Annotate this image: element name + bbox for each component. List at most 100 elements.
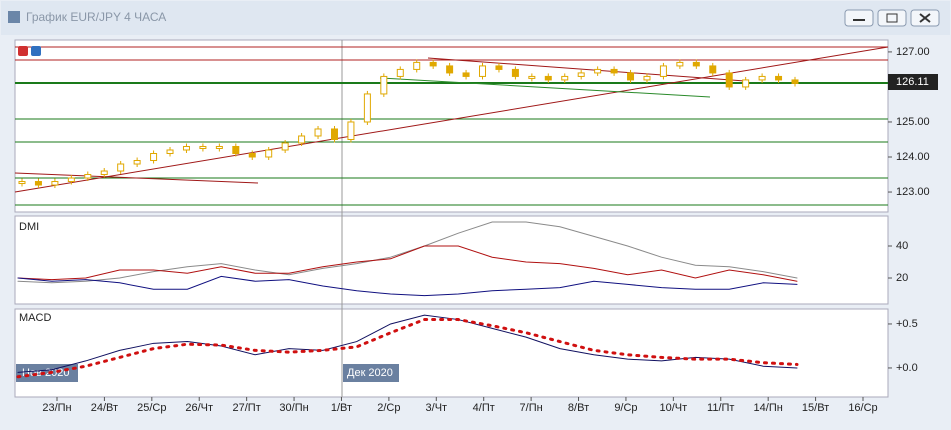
- candle: [627, 72, 635, 81]
- candle: [215, 145, 223, 149]
- x-tick-label: 1/Вт: [331, 402, 352, 414]
- candle: [298, 135, 306, 144]
- drawn-levels: [14, 46, 889, 206]
- candle: [775, 75, 783, 81]
- restore-button[interactable]: [877, 9, 907, 27]
- month-tag: [16, 364, 78, 382]
- candle: [544, 75, 552, 81]
- candle: [265, 149, 273, 158]
- candle: [742, 79, 750, 88]
- candle: [100, 170, 108, 176]
- candle: [330, 128, 338, 140]
- candle: [314, 128, 322, 137]
- x-tick-label: 14/Пн: [754, 402, 783, 414]
- candle: [479, 65, 487, 77]
- candle: [676, 61, 684, 67]
- candle: [528, 75, 536, 79]
- window-title: График EUR/JPY 4 ЧАСА: [26, 10, 166, 24]
- candle: [166, 149, 174, 154]
- candle: [51, 181, 59, 186]
- panel-button[interactable]: [18, 46, 28, 56]
- indicator-line: [17, 245, 798, 282]
- candle: [363, 93, 371, 123]
- indicator-line: [17, 314, 798, 373]
- candle: [18, 181, 26, 185]
- candle: [429, 61, 437, 67]
- candle: [117, 163, 125, 172]
- candle: [133, 160, 141, 165]
- candle: [659, 65, 667, 77]
- trend-line: [379, 77, 711, 98]
- y-tick-label: 127.00: [896, 46, 930, 58]
- x-tick-label: 10/Чт: [660, 402, 688, 414]
- candle: [150, 152, 158, 162]
- x-tick-label: 7/Пн: [520, 402, 543, 414]
- macd-panel: [14, 308, 889, 398]
- x-tick-label: 26/Чт: [185, 402, 213, 414]
- x-tick-label: 15/Вт: [802, 402, 829, 414]
- indicator-line: [17, 275, 798, 297]
- candle: [725, 72, 733, 88]
- x-tick-label: 24/Вт: [91, 402, 118, 414]
- candle: [758, 75, 766, 81]
- icon: [919, 13, 931, 23]
- x-tick-label: 4/Пт: [473, 402, 495, 414]
- candle: [610, 68, 618, 74]
- month-label: Дек 2020: [347, 367, 393, 379]
- candle: [709, 65, 717, 74]
- trend-line: [14, 172, 259, 184]
- x-tick-label: 2/Ср: [377, 402, 400, 414]
- window-icon: [8, 11, 20, 23]
- price-tag: [888, 74, 938, 90]
- dmi-panel: [14, 215, 889, 305]
- x-tick-label: 25/Ср: [137, 402, 166, 414]
- macd-label: MACD: [19, 312, 51, 324]
- current-price: 126.11: [896, 76, 929, 88]
- y-tick-label: 123.00: [896, 186, 930, 198]
- candle: [561, 75, 569, 81]
- month-label: Нов 2020: [22, 367, 69, 379]
- candle: [281, 142, 289, 151]
- indicator-line: [17, 221, 798, 284]
- candle: [511, 68, 519, 77]
- y-tick-label: 40: [896, 240, 908, 252]
- candle: [396, 68, 404, 77]
- title-bar: [1, 1, 950, 35]
- candle: [495, 65, 503, 70]
- candle: [84, 174, 92, 179]
- candle: [791, 79, 799, 84]
- month-tag: [343, 364, 399, 382]
- panel-button[interactable]: [31, 46, 41, 56]
- trend-line: [14, 46, 889, 193]
- candle: [692, 61, 700, 67]
- icon: [886, 13, 898, 23]
- trend-line: [427, 57, 746, 82]
- candle: [199, 145, 207, 149]
- x-tick-label: 30/Пн: [279, 402, 308, 414]
- candle: [347, 121, 355, 140]
- candle: [380, 75, 388, 95]
- x-tick-label: 11/Пт: [707, 402, 734, 414]
- x-tick-label: 3/Чт: [426, 402, 448, 414]
- candle: [462, 72, 470, 77]
- x-tick-label: 23/Пн: [42, 402, 71, 414]
- candle: [248, 152, 256, 158]
- candle: [643, 75, 651, 81]
- minimize-button[interactable]: [844, 9, 874, 27]
- candle: [232, 145, 240, 154]
- x-tick-label: 27/Пт: [233, 402, 261, 414]
- x-tick-label: 9/Ср: [614, 402, 637, 414]
- window-buttons[interactable]: [844, 9, 940, 27]
- candle: [413, 61, 421, 70]
- candle: [182, 145, 190, 151]
- y-tick-label: 124.00: [896, 151, 930, 163]
- x-tick-label: 8/Вт: [568, 402, 589, 414]
- dmi-label: DMI: [19, 221, 39, 233]
- candle: [34, 181, 42, 186]
- y-tick-label: +0.0: [896, 362, 918, 374]
- candle: [446, 65, 454, 74]
- x-tick-label: 16/Ср: [848, 402, 877, 414]
- candle: [594, 68, 602, 74]
- y-tick-label: +0.5: [896, 318, 918, 330]
